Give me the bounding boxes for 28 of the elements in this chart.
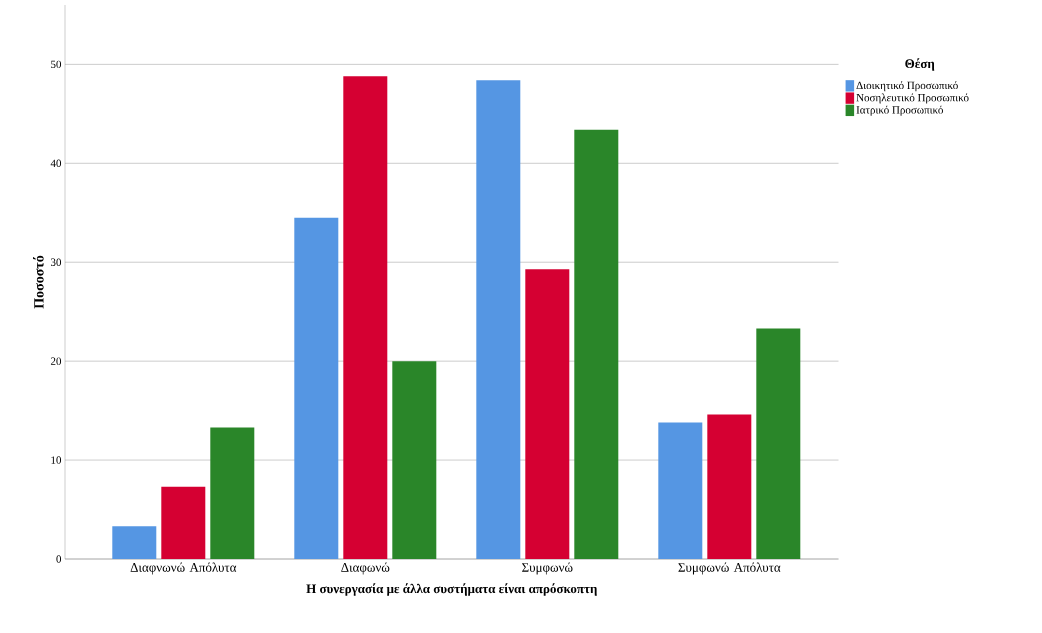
y-tick-label: 50 (51, 60, 62, 69)
legend-label: Ιατρικό Προσωπικό (856, 105, 943, 116)
bar (210, 427, 255, 559)
bar (525, 269, 570, 559)
y-tick-label: 0 (56, 555, 62, 563)
bar (392, 361, 437, 559)
y-tick-label: 20 (50, 357, 62, 365)
x-tick-label: Συμφωνώ Απόλυτα (678, 562, 781, 575)
bar (574, 129, 619, 559)
bar (707, 414, 752, 559)
legend-title: Θέση (905, 58, 935, 71)
bar (756, 328, 801, 559)
x-tick-label: Διαφωνώ (341, 562, 390, 575)
y-axis-title: Ποσοστό (33, 255, 44, 309)
y-tick-label: 40 (50, 159, 62, 168)
legend-label: Νοσηλευτικό Προσωπικό (856, 93, 969, 104)
y-tick-label: 10 (51, 456, 62, 464)
bar (658, 422, 703, 559)
x-axis-title: Η συνεργασία με άλλα συστήματα είναι απρόσκοπτη (306, 583, 597, 596)
bar (476, 80, 521, 559)
legend-label: Διοικητικό Προσωπικό (856, 81, 958, 92)
bar (112, 526, 157, 559)
bar (161, 486, 206, 559)
bar (343, 76, 388, 559)
x-tick-label: Συμφωνώ (522, 562, 573, 575)
bar (294, 217, 339, 559)
x-tick-label: Διαφνωνώ Απόλυτα (130, 562, 237, 575)
y-tick-label: 30 (51, 258, 62, 266)
